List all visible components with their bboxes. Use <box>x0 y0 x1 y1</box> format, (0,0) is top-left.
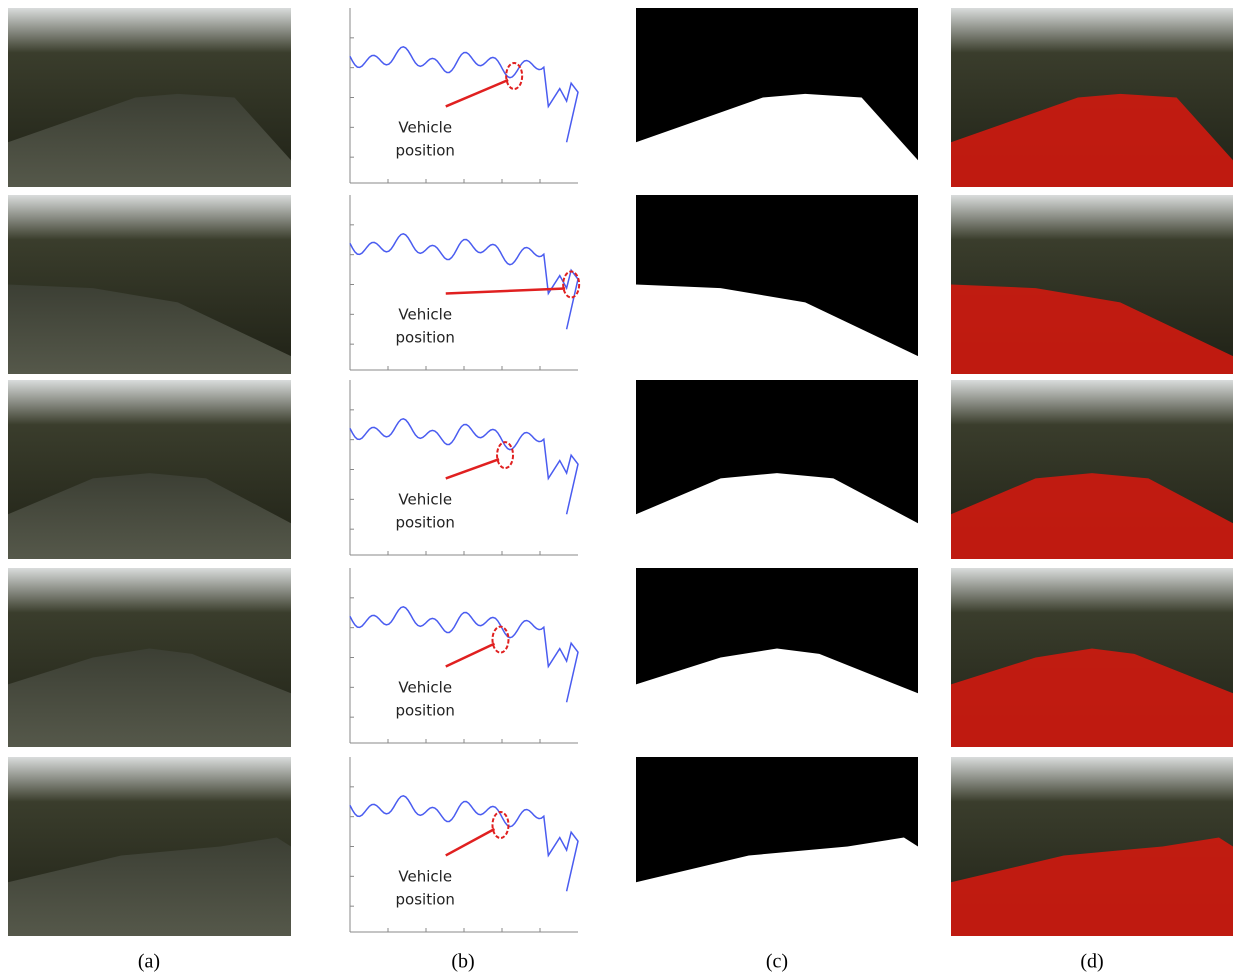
label-line: position <box>396 142 455 160</box>
vehicle-marker <box>492 627 508 653</box>
caption: (c) <box>766 951 788 973</box>
caption: (a) <box>138 951 160 973</box>
caption: (b) <box>451 951 474 973</box>
trajectory <box>350 234 578 329</box>
label-line: position <box>396 891 455 909</box>
figure: Vehicle position Vehicle position Vehicle pos… <box>0 0 1233 977</box>
label-line: Vehicle <box>398 305 452 323</box>
pointer <box>446 459 499 478</box>
label-line: position <box>396 514 455 532</box>
pointer <box>446 289 565 294</box>
label-line: position <box>396 702 455 720</box>
label-line: position <box>396 329 455 347</box>
label-line: Vehicle <box>398 490 452 508</box>
label-line: Vehicle <box>398 118 452 136</box>
label-line: Vehicle <box>398 678 452 696</box>
label-line: Vehicle <box>398 867 452 885</box>
caption: (d) <box>1080 951 1103 973</box>
pointer <box>446 80 508 106</box>
pointer <box>446 644 495 667</box>
vehicle-marker <box>492 812 508 838</box>
cells: Vehicle position Vehicle position Vehicle pos… <box>8 8 1233 936</box>
trajectory <box>350 607 578 702</box>
pointer <box>446 829 495 855</box>
trajectory <box>350 796 578 891</box>
trajectory <box>350 419 578 514</box>
trajectory <box>350 47 578 142</box>
